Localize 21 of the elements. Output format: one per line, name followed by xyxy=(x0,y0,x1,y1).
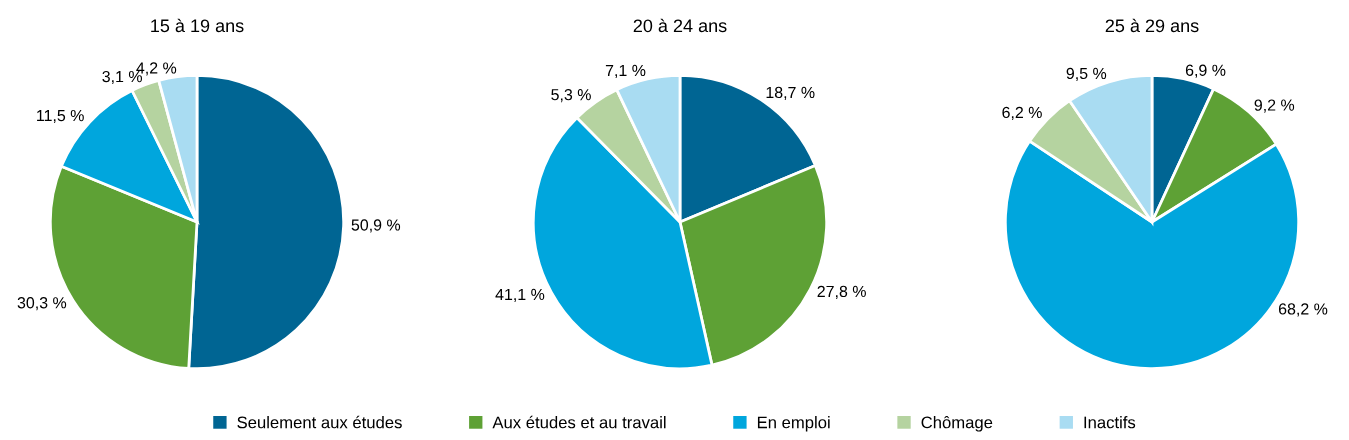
data-label: 6,9 % xyxy=(1185,64,1226,78)
data-label: 41,1 % xyxy=(495,288,545,302)
data-label: 5,3 % xyxy=(551,88,591,103)
data-label: 9,2 % xyxy=(1254,99,1295,113)
data-label: 27,8 % xyxy=(817,285,866,299)
data-label: 11,5 % xyxy=(37,109,84,124)
data-label: 9,5 % xyxy=(1066,67,1107,81)
legend-label: Chômage xyxy=(921,416,993,432)
chart-title: 20 à 24 ans xyxy=(633,18,727,33)
data-label: 68,2 % xyxy=(1278,303,1328,317)
data-label: 18,7 % xyxy=(766,86,815,100)
data-label: 7,1 % xyxy=(605,64,646,78)
legend-label: En emploi xyxy=(757,416,830,432)
legend-label: Inactifs xyxy=(1084,416,1136,429)
legend-label: Aux études et au travail xyxy=(492,415,666,429)
data-label: 30,3 % xyxy=(17,297,67,311)
data-label: 6,2 % xyxy=(1002,106,1042,120)
data-label: 50,9 % xyxy=(351,219,401,233)
legend-label: Seulement aux études xyxy=(237,415,402,429)
chart-title: 25 à 29 ans xyxy=(1105,18,1199,33)
chart-title: 15 à 19 ans xyxy=(151,18,244,33)
